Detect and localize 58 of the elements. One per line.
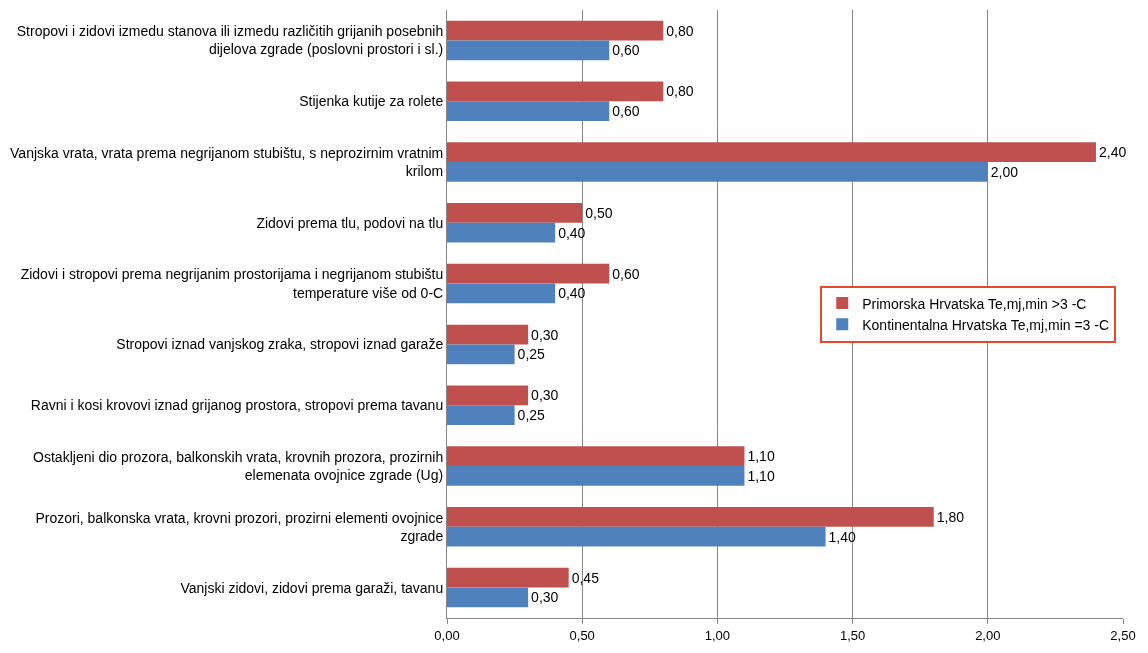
x-tick-label: 2,00 — [975, 627, 1001, 643]
bar — [447, 385, 529, 406]
bar — [447, 81, 664, 102]
bar — [447, 446, 745, 466]
data-label: 2,40 — [1098, 144, 1127, 161]
legend-label: Primorska Hrvatska Te,mj,min >3 -C — [862, 295, 1087, 312]
data-label: 1,80 — [936, 508, 965, 525]
y-tick-label: Stropovi i zidovi izmedu stanova ili izmedu različitih grijanih posebnih dijelova zgrade (poslovni prostori i sl.) — [16, 23, 444, 58]
bar — [447, 263, 610, 284]
bar — [447, 20, 664, 41]
bar — [447, 162, 988, 182]
bar — [447, 466, 745, 486]
data-label: 1,10 — [747, 448, 775, 465]
y-tick-label: Stropovi iznad vanjskog zraka, stropovi iznad garaže — [116, 336, 444, 353]
bar — [447, 203, 583, 223]
y-tick-label: Vanjska vrata, vrata prema negrijanom stubištu, s neprozirnim vratnim krilom — [10, 144, 444, 179]
data-label: 0,25 — [517, 407, 546, 424]
data-label: 0,50 — [585, 204, 613, 221]
y-tick-label: Ravni i kosi krovovi iznad grijanog prostora, stropovi prema tavanu — [30, 397, 444, 414]
legend-label: Kontinentalna Hrvatska Te,mj,min =3 -C — [862, 316, 1110, 333]
x-tick-label: 0,50 — [569, 627, 595, 643]
x-tick-label: 1,00 — [704, 627, 731, 643]
bar — [447, 101, 610, 121]
x-tick-label: 0,00 — [434, 627, 460, 643]
bar — [447, 405, 515, 425]
bar — [447, 526, 826, 547]
bar — [447, 587, 529, 608]
y-tick-label: Prozori, balkonska vrata, krovni prozori, prozirni elementi ovojnice zgrade — [35, 509, 444, 544]
y-tick-label: Zidovi prema tlu, podovi na tlu — [256, 214, 444, 231]
bar — [447, 324, 529, 345]
data-label: 0,40 — [558, 285, 586, 302]
bar — [447, 222, 556, 243]
data-label: 0,25 — [517, 346, 546, 363]
data-label: 0,45 — [571, 569, 600, 586]
data-label: 2,00 — [990, 163, 1019, 180]
data-label: 0,40 — [558, 224, 586, 241]
data-label: 0,60 — [612, 103, 640, 120]
bar — [447, 40, 610, 61]
x-tick-label: 2,50 — [1110, 627, 1136, 643]
data-label: 0,30 — [531, 326, 559, 343]
data-label: 1,40 — [828, 528, 857, 545]
data-label: 0,30 — [531, 387, 559, 404]
data-label: 1,10 — [747, 467, 775, 484]
bar — [447, 142, 1096, 162]
data-label: 0,30 — [531, 589, 559, 606]
data-label: 0,60 — [612, 265, 640, 282]
data-label: 0,80 — [666, 22, 694, 39]
y-tick-label: Zidovi i stropovi prema negrijanim prostorijama i negrijanom stubištu temperature više od 0-C — [20, 266, 444, 301]
data-label: 0,80 — [666, 83, 694, 100]
bar — [447, 507, 934, 527]
y-tick-label: Vanjski zidovi, zidovi prema garaži, tavanu — [180, 579, 444, 596]
bar — [447, 344, 515, 365]
bar — [447, 567, 569, 588]
y-tick-label: Stijenka kutije za rolete — [299, 93, 444, 110]
x-tick-label: 1,50 — [839, 627, 866, 643]
data-label: 0,60 — [612, 42, 640, 59]
bar — [447, 283, 556, 304]
y-tick-label: Ostakljeni dio prozora, balkonskih vrata, krovnih prozora, prozirnih elemenata ovojnice zgrade (Ug) — [33, 448, 444, 483]
